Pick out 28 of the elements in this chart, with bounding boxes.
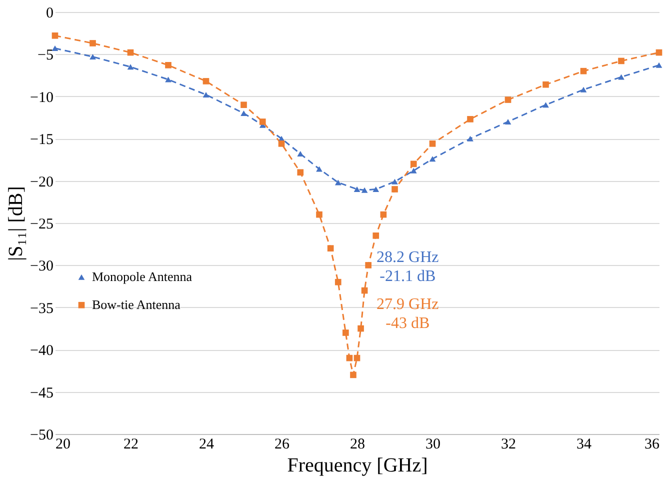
annotation: 28.2 GHz	[376, 248, 439, 266]
y-tick-label: −25	[30, 216, 54, 232]
x-tick-label: 34	[576, 436, 592, 452]
y-tick-label: −40	[30, 343, 54, 360]
annotation: -21.1 dB	[380, 268, 436, 285]
y-tick-label: 0	[46, 6, 54, 22]
legend-label: Monopole Antenna	[92, 269, 192, 284]
y-tick-label: −15	[30, 132, 54, 148]
y-tick-label: −50	[30, 428, 54, 444]
annotation: 27.9 GHz	[376, 296, 439, 313]
y-tick-label: −20	[30, 174, 54, 190]
annotation: -43 dB	[386, 314, 430, 332]
x-tick-label: 36	[644, 436, 660, 452]
x-axis-title: Frequency [GHz]	[287, 454, 428, 476]
x-tick-label: 24	[199, 436, 214, 452]
y-axis-title: |S₁₁| [dB]	[5, 186, 28, 261]
y-tick-label: −10	[30, 90, 54, 106]
y-tick-label: −35	[30, 300, 54, 317]
x-tick-label: 20	[56, 436, 70, 452]
y-tick-label: −45	[30, 385, 54, 402]
x-tick-label: 26	[274, 436, 290, 452]
legend-label: Bow-tie Antenna	[92, 297, 181, 312]
y-tick-label: −5	[38, 48, 54, 64]
x-tick-label: 22	[124, 436, 138, 452]
x-tick-label: 32	[501, 436, 516, 452]
y-tick-label: −30	[30, 258, 54, 275]
x-tick-label: 30	[426, 436, 440, 452]
x-tick-label: 28	[350, 436, 365, 452]
